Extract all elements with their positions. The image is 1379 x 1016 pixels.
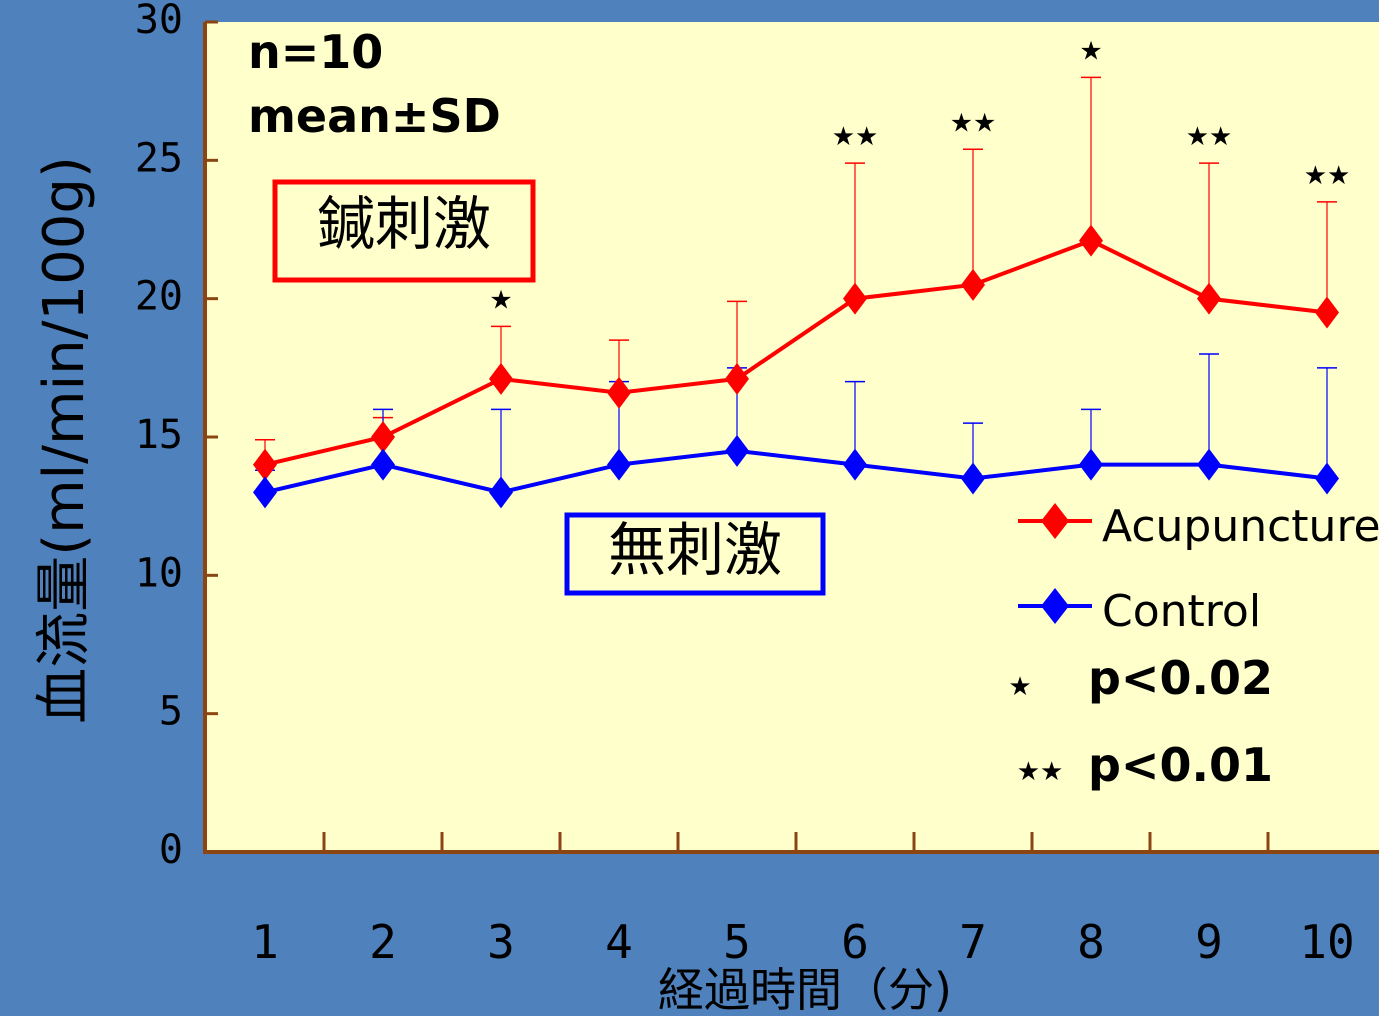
control-point xyxy=(253,476,277,509)
sig-legend-label-2: p<0.01 xyxy=(1088,738,1273,792)
control-point xyxy=(1315,462,1339,495)
y-tick-label: 0 xyxy=(159,827,183,873)
significance-marker: ★ xyxy=(1079,36,1102,66)
x-tick-label: 5 xyxy=(723,915,751,969)
control-point xyxy=(489,476,513,509)
acupuncture-box-label: 鍼刺激 xyxy=(317,190,491,258)
x-tick-label: 8 xyxy=(1077,915,1105,969)
x-axis-label: 経過時間（分) xyxy=(658,963,952,1016)
plot-area xyxy=(205,22,1379,852)
control-point xyxy=(961,462,985,495)
acupuncture-point xyxy=(725,362,749,395)
acupuncture-point xyxy=(1315,296,1339,329)
control-point xyxy=(1079,448,1103,481)
significance-marker: ★★ xyxy=(1186,122,1233,152)
y-tick-label: 10 xyxy=(135,550,183,596)
control-point xyxy=(607,448,631,481)
y-axis-label: 血流量(ml/min/100g) xyxy=(32,156,97,724)
acupuncture-box xyxy=(272,179,536,283)
control-point xyxy=(1197,448,1221,481)
acupuncture-point xyxy=(961,268,985,301)
sig-legend-label-1: p<0.02 xyxy=(1088,651,1273,705)
legend: Acupuncture Control ★ p<0.02 ★★ p<0.01 xyxy=(1008,501,1379,792)
acupuncture-point xyxy=(607,376,631,409)
significance-marker: ★ xyxy=(489,285,512,315)
note-n: n=10 xyxy=(248,25,383,79)
y-tick-labels: 0 5 10 15 20 25 30 xyxy=(135,0,183,873)
acupuncture-point xyxy=(1197,282,1221,315)
control-line xyxy=(264,448,1328,495)
x-tick-labels: 1 2 3 4 5 6 7 8 9 10 xyxy=(251,915,1355,969)
x-tick-label: 6 xyxy=(841,915,869,969)
legend-acupuncture-marker xyxy=(1041,503,1069,539)
control-point xyxy=(843,448,867,481)
sig-legend-marker-2: ★★ xyxy=(1017,757,1064,787)
acupuncture-point xyxy=(843,282,867,315)
data-points xyxy=(253,224,1339,509)
significance-marker: ★★ xyxy=(832,122,879,152)
acupuncture-point xyxy=(1079,224,1103,257)
y-tick-label: 30 xyxy=(135,0,183,43)
legend-control-marker xyxy=(1041,588,1069,624)
acupuncture-point xyxy=(489,362,513,395)
control-point xyxy=(371,448,395,481)
y-tick-label: 15 xyxy=(135,412,183,458)
control-box-label: 無刺激 xyxy=(608,516,782,584)
legend-acupuncture-label: Acupuncture xyxy=(1102,501,1379,552)
x-tick-label: 10 xyxy=(1299,915,1354,969)
legend-control-label: Control xyxy=(1102,586,1261,637)
acupuncture-line xyxy=(264,238,1328,467)
control-box xyxy=(564,512,826,596)
significance-marker: ★★ xyxy=(1304,161,1351,191)
y-tick-label: 25 xyxy=(135,135,183,181)
y-tick-label: 5 xyxy=(159,689,183,735)
x-tick-label: 3 xyxy=(487,915,515,969)
control-point xyxy=(725,434,749,467)
x-tick-label: 7 xyxy=(959,915,987,969)
sig-legend-marker-1: ★ xyxy=(1008,672,1031,702)
y-tick-label: 20 xyxy=(135,274,183,320)
x-tick-label: 9 xyxy=(1195,915,1223,969)
acupuncture-point xyxy=(253,448,277,481)
significance-markers: ★★★ ★★★★★★★ xyxy=(489,36,1350,315)
x-tick-label: 2 xyxy=(369,915,397,969)
x-tick-label: 1 xyxy=(251,915,279,969)
x-tick-label: 4 xyxy=(605,915,633,969)
series-lines xyxy=(264,238,1328,495)
axes xyxy=(203,20,1379,854)
acupuncture-point xyxy=(371,421,395,453)
note-mean-sd: mean±SD xyxy=(248,89,501,143)
significance-marker: ★★ xyxy=(950,108,997,138)
